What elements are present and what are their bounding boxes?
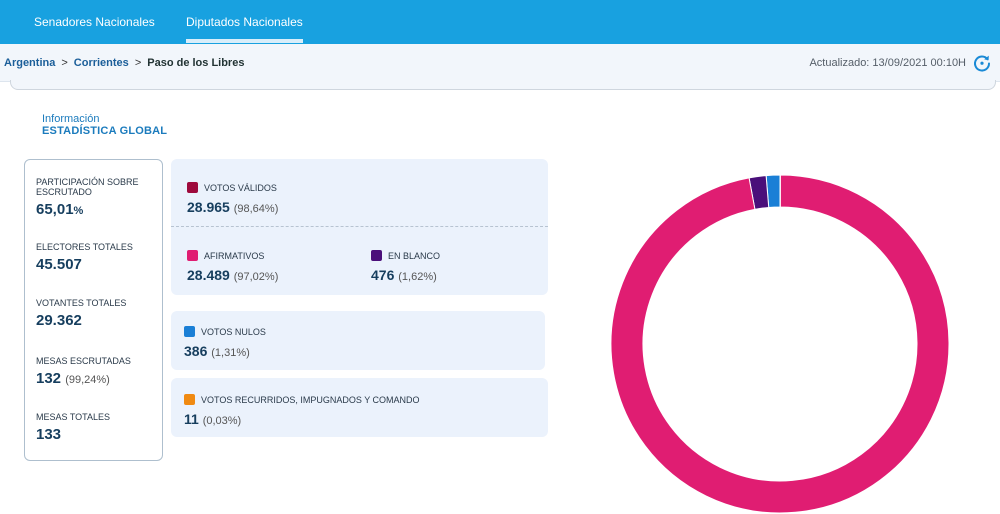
item-label: VOTOS RECURRIDOS, IMPUGNADOS Y COMANDO — [201, 394, 420, 405]
divider — [171, 226, 548, 227]
info-label: Información — [42, 113, 100, 125]
afirmativos-item: AFIRMATIVOS 28.489 (97,02%) — [187, 250, 278, 283]
item-value: 476 (1,62%) — [371, 267, 437, 283]
stat-value: 65,01% — [36, 201, 84, 218]
stat-mesas-totales: MESAS TOTALES 133 — [36, 412, 110, 443]
breadcrumb: Argentina > Corrientes > Paso de los Libres — [4, 44, 244, 82]
breadcrumb-corrientes[interactable]: Corrientes — [73, 57, 129, 69]
votos-recurridos-swatch — [184, 394, 195, 405]
stat-label: MESAS ESCRUTADAS — [36, 356, 131, 366]
votos-nulos-swatch — [184, 326, 195, 337]
votes-donut-chart — [610, 174, 950, 514]
stat-votantes-totales: VOTANTES TOTALES 29.362 — [36, 298, 126, 329]
collapsed-panel — [10, 80, 996, 90]
section-title: ESTADÍSTICA GLOBAL — [42, 125, 168, 137]
votos-recurridos-item: VOTOS RECURRIDOS, IMPUGNADOS Y COMANDO 1… — [184, 394, 420, 427]
breadcrumb-separator: > — [134, 57, 142, 69]
last-updated-text: Actualizado: 13/09/2021 00:10H — [809, 57, 966, 69]
stat-value: 132 (99,24%) — [36, 370, 110, 387]
stat-mesas-escrutadas: MESAS ESCRUTADAS 132 (99,24%) — [36, 356, 131, 387]
stat-value: 133 — [36, 426, 62, 443]
stat-label: MESAS TOTALES — [36, 412, 111, 422]
stat-label: PARTICIPACIÓN SOBRE ESCRUTADO — [36, 177, 139, 197]
valid-votes-card: VOTOS VÁLIDOS 28.965 (98,64%) AFIRMATIVO… — [171, 159, 548, 295]
refresh-icon[interactable] — [972, 53, 992, 73]
breadcrumb-bar: Argentina > Corrientes > Paso de los Libres … — [0, 44, 1000, 82]
stat-label: VOTANTES TOTALES — [36, 298, 127, 308]
stat-label: ELECTORES TOTALES — [36, 242, 133, 252]
contested-votes-card: VOTOS RECURRIDOS, IMPUGNADOS Y COMANDO 1… — [171, 378, 548, 437]
stat-participacion: PARTICIPACIÓN SOBRE ESCRUTADO 65,01% — [36, 177, 156, 218]
stat-value: 29.362 — [36, 312, 82, 329]
item-value: 28.965 (98,64%) — [187, 199, 279, 215]
item-value: 11 (0,03%) — [184, 411, 242, 427]
votos-validos-item: VOTOS VÁLIDOS 28.965 (98,64%) — [187, 182, 278, 215]
global-stats-panel: PARTICIPACIÓN SOBRE ESCRUTADO 65,01% ELE… — [24, 159, 163, 461]
breadcrumb-current: Paso de los Libres — [147, 57, 245, 69]
votos-validos-swatch — [187, 182, 198, 193]
item-label: VOTOS NULOS — [201, 326, 266, 337]
breadcrumb-separator: > — [61, 57, 68, 69]
item-value: 28.489 (97,02%) — [187, 267, 279, 283]
donut-slice-afirmativos[interactable] — [610, 174, 950, 514]
tab-senadores-nacionales[interactable]: Senadores Nacionales — [34, 15, 155, 29]
stat-value: 45.507 — [36, 256, 82, 273]
afirmativos-swatch — [187, 250, 198, 261]
en-blanco-item: EN BLANCO 476 (1,62%) — [371, 250, 440, 283]
stat-electores-totales: ELECTORES TOTALES 45.507 — [36, 242, 133, 273]
null-votes-card: VOTOS NULOS 386 (1,31%) — [171, 311, 545, 370]
item-label: VOTOS VÁLIDOS — [204, 182, 277, 193]
votos-nulos-item: VOTOS NULOS 386 (1,31%) — [184, 326, 266, 359]
item-value: 386 (1,31%) — [184, 343, 250, 359]
item-label: EN BLANCO — [388, 250, 441, 261]
item-label: AFIRMATIVOS — [204, 250, 265, 261]
en-blanco-swatch — [371, 250, 382, 261]
breadcrumb-argentina[interactable]: Argentina — [4, 57, 56, 69]
tab-diputados-nacionales[interactable]: Diputados Nacionales — [186, 0, 303, 44]
top-nav-bar: Senadores Nacionales Diputados Nacionale… — [0, 0, 1000, 44]
